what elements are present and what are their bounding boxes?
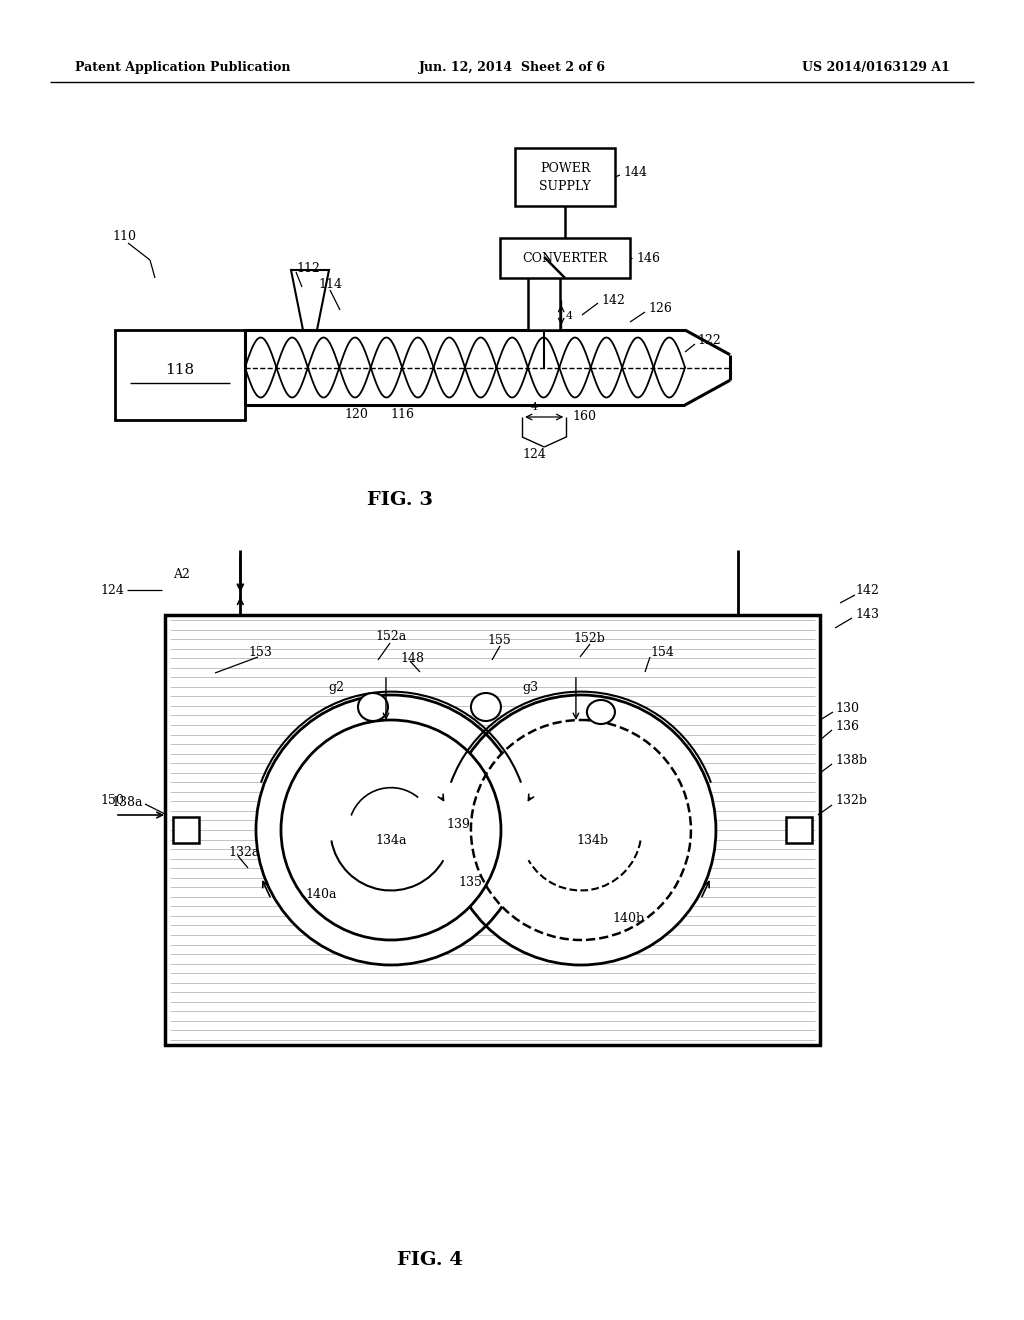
Text: 4: 4	[565, 312, 572, 321]
Text: 148: 148	[400, 652, 424, 664]
Text: 138a: 138a	[112, 796, 143, 808]
Bar	[500, 238, 630, 279]
Text: POWER: POWER	[540, 161, 590, 174]
Text: A2: A2	[173, 569, 189, 582]
Text: 153: 153	[248, 647, 272, 660]
Text: 126: 126	[648, 301, 672, 314]
Bar	[165, 615, 820, 1045]
Text: 120: 120	[344, 408, 368, 421]
Text: 136: 136	[835, 719, 859, 733]
Text: 152b: 152b	[573, 631, 605, 644]
Text: 154: 154	[650, 645, 674, 659]
Text: 139: 139	[446, 818, 470, 832]
Bar	[115, 330, 245, 420]
Text: 132b: 132b	[835, 793, 867, 807]
Ellipse shape	[358, 693, 388, 721]
Text: 112: 112	[296, 261, 319, 275]
Text: 152a: 152a	[375, 631, 407, 644]
Text: 143: 143	[855, 609, 879, 622]
Text: 134b: 134b	[577, 833, 609, 846]
Text: 142: 142	[855, 583, 879, 597]
Text: FIG. 3: FIG. 3	[367, 491, 433, 510]
Text: 132a: 132a	[228, 846, 259, 858]
Text: 116: 116	[390, 408, 414, 421]
Text: Jun. 12, 2014  Sheet 2 of 6: Jun. 12, 2014 Sheet 2 of 6	[419, 62, 605, 74]
Text: 150: 150	[100, 795, 124, 808]
Text: 144: 144	[623, 165, 647, 178]
Text: US 2014/0163129 A1: US 2014/0163129 A1	[802, 62, 950, 74]
Text: CONVERTER: CONVERTER	[522, 252, 607, 264]
Text: g3: g3	[523, 681, 539, 693]
Circle shape	[471, 719, 691, 940]
Circle shape	[445, 696, 716, 965]
Text: 122: 122	[697, 334, 721, 346]
Text: 4: 4	[530, 403, 538, 412]
Text: 155: 155	[487, 634, 511, 647]
Text: 110: 110	[112, 230, 136, 243]
Text: 142: 142	[601, 293, 625, 306]
Bar	[173, 817, 199, 843]
Text: 140b: 140b	[612, 912, 644, 924]
Text: 114: 114	[318, 279, 342, 292]
Text: 146: 146	[636, 252, 660, 264]
Text: 160: 160	[572, 411, 596, 424]
Text: FIG. 4: FIG. 4	[397, 1251, 463, 1269]
Circle shape	[281, 719, 501, 940]
Text: SUPPLY: SUPPLY	[539, 180, 591, 193]
Circle shape	[256, 696, 526, 965]
Text: 118: 118	[166, 363, 195, 378]
Bar	[537, 257, 552, 275]
Ellipse shape	[587, 700, 615, 723]
Text: 124: 124	[100, 583, 124, 597]
Text: 130: 130	[835, 701, 859, 714]
Text: g2: g2	[328, 681, 344, 693]
Text: 134a: 134a	[375, 833, 407, 846]
Bar	[786, 817, 812, 843]
Bar	[528, 275, 560, 330]
Bar	[515, 148, 615, 206]
Text: 135: 135	[458, 876, 482, 890]
Text: Patent Application Publication: Patent Application Publication	[75, 62, 291, 74]
Ellipse shape	[471, 693, 501, 721]
Text: 124: 124	[522, 449, 546, 462]
Text: 140a: 140a	[305, 888, 337, 902]
Text: 138b: 138b	[835, 754, 867, 767]
